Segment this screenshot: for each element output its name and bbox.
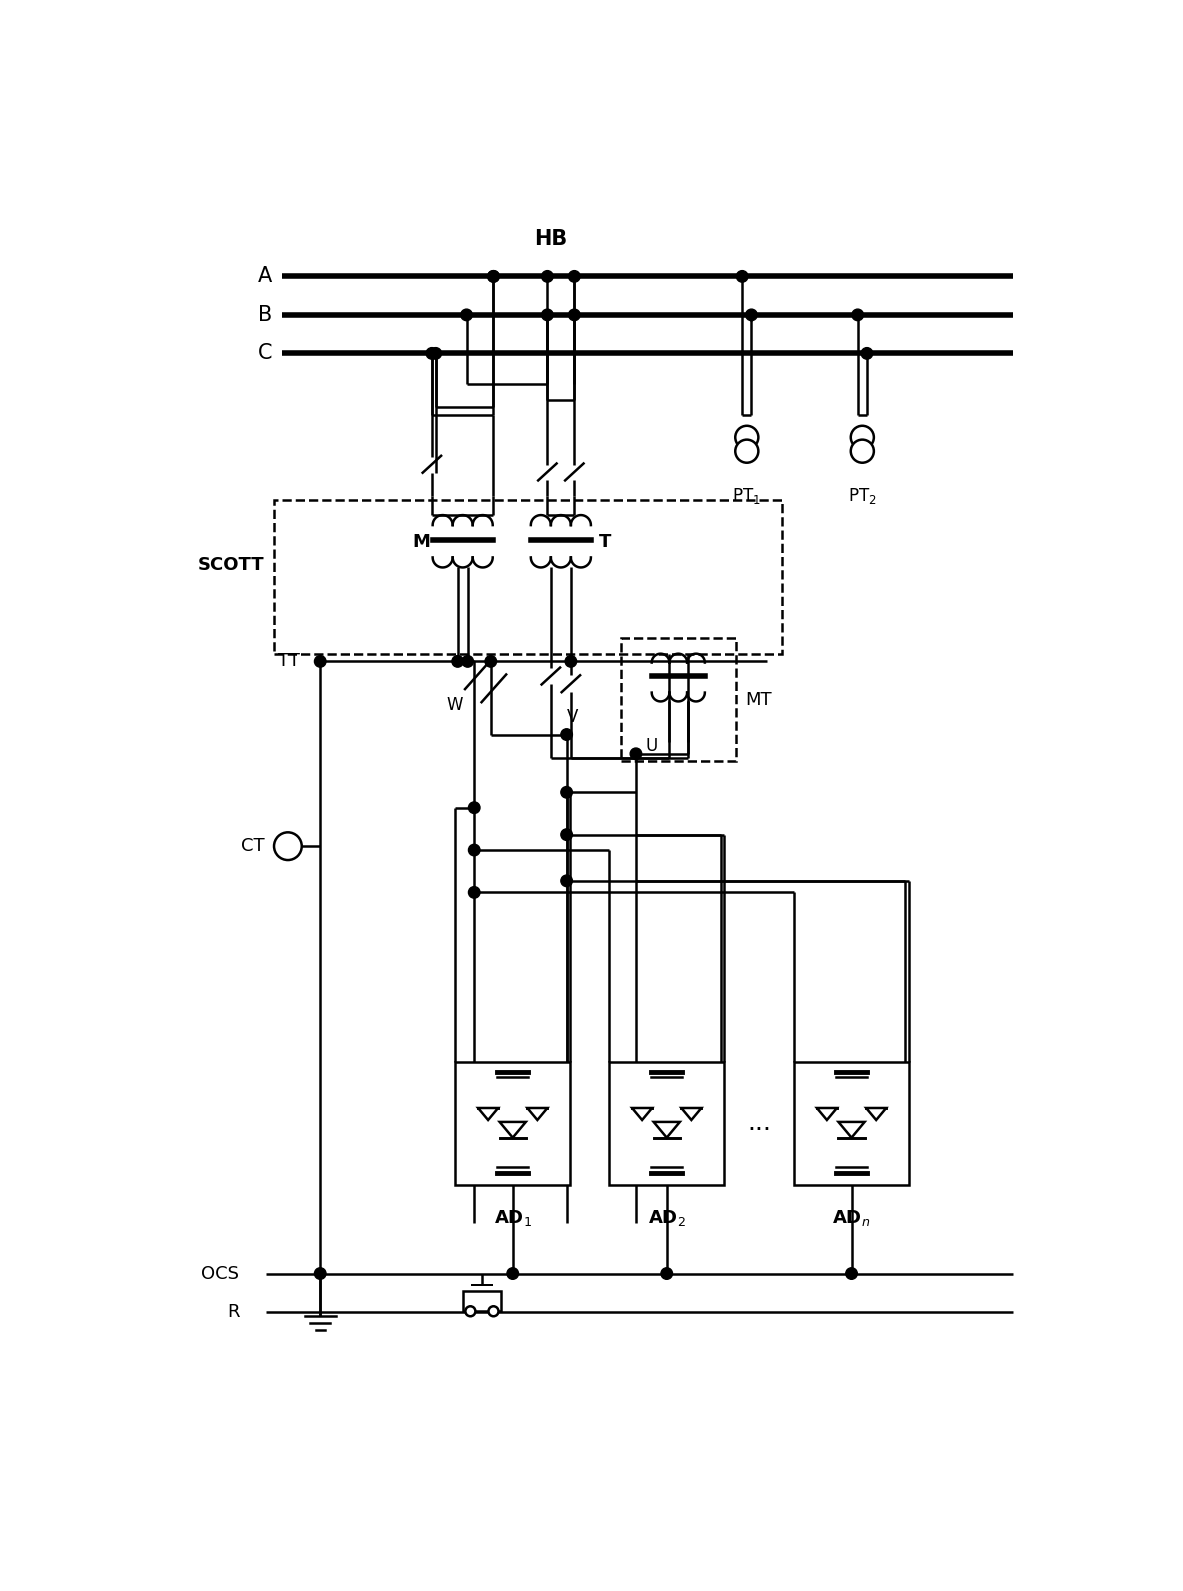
Circle shape [861, 347, 873, 360]
Circle shape [736, 439, 758, 463]
Text: AD$_n$: AD$_n$ [833, 1208, 871, 1228]
Polygon shape [839, 1122, 865, 1138]
Text: V: V [567, 708, 578, 725]
Polygon shape [817, 1107, 836, 1120]
Circle shape [569, 309, 580, 321]
Circle shape [315, 1268, 327, 1279]
Text: W: W [446, 695, 463, 714]
Polygon shape [681, 1107, 702, 1120]
Text: AD$_2$: AD$_2$ [648, 1208, 686, 1228]
Circle shape [315, 655, 327, 667]
Text: OCS: OCS [201, 1265, 239, 1282]
Circle shape [561, 875, 573, 886]
Circle shape [485, 655, 497, 667]
Circle shape [487, 270, 499, 282]
Polygon shape [478, 1107, 498, 1120]
Circle shape [745, 309, 757, 321]
Circle shape [487, 270, 499, 282]
Circle shape [461, 655, 473, 667]
Text: AD$_1$: AD$_1$ [493, 1208, 531, 1228]
Circle shape [468, 886, 480, 899]
Circle shape [736, 426, 758, 449]
Text: ...: ... [748, 1112, 771, 1136]
Circle shape [852, 309, 864, 321]
Text: SCOTT: SCOTT [199, 557, 265, 574]
Text: A: A [258, 266, 272, 286]
Text: HB: HB [535, 229, 568, 250]
Circle shape [542, 309, 554, 321]
Text: C: C [258, 344, 272, 363]
Polygon shape [499, 1122, 525, 1138]
Circle shape [661, 1268, 672, 1279]
Circle shape [274, 832, 302, 861]
Circle shape [561, 729, 573, 740]
Circle shape [468, 802, 480, 813]
FancyBboxPatch shape [609, 1061, 724, 1185]
Text: TT: TT [278, 652, 299, 670]
Circle shape [631, 748, 641, 759]
Circle shape [736, 270, 748, 282]
Text: T: T [600, 533, 612, 550]
FancyBboxPatch shape [794, 1061, 910, 1185]
Circle shape [429, 347, 441, 360]
Circle shape [468, 845, 480, 856]
Text: PT$_1$: PT$_1$ [732, 485, 761, 506]
FancyBboxPatch shape [463, 1292, 502, 1311]
Circle shape [452, 655, 464, 667]
Polygon shape [866, 1107, 886, 1120]
Polygon shape [632, 1107, 652, 1120]
Text: PT$_2$: PT$_2$ [848, 485, 877, 506]
Circle shape [460, 309, 472, 321]
Polygon shape [528, 1107, 548, 1120]
Text: U: U [645, 737, 658, 754]
Text: R: R [227, 1303, 239, 1321]
Text: M: M [413, 533, 431, 550]
Circle shape [565, 655, 576, 667]
Circle shape [508, 1268, 518, 1279]
Circle shape [851, 439, 874, 463]
Circle shape [489, 1306, 498, 1316]
FancyBboxPatch shape [455, 1061, 570, 1185]
Circle shape [542, 270, 554, 282]
Circle shape [569, 270, 580, 282]
Circle shape [561, 829, 573, 840]
Circle shape [846, 1268, 858, 1279]
Circle shape [465, 1306, 476, 1316]
Text: MT: MT [745, 690, 771, 710]
Polygon shape [654, 1122, 680, 1138]
Circle shape [561, 786, 573, 799]
Circle shape [851, 426, 874, 449]
Text: B: B [258, 305, 272, 325]
Circle shape [426, 347, 438, 360]
Text: CT: CT [241, 837, 265, 856]
